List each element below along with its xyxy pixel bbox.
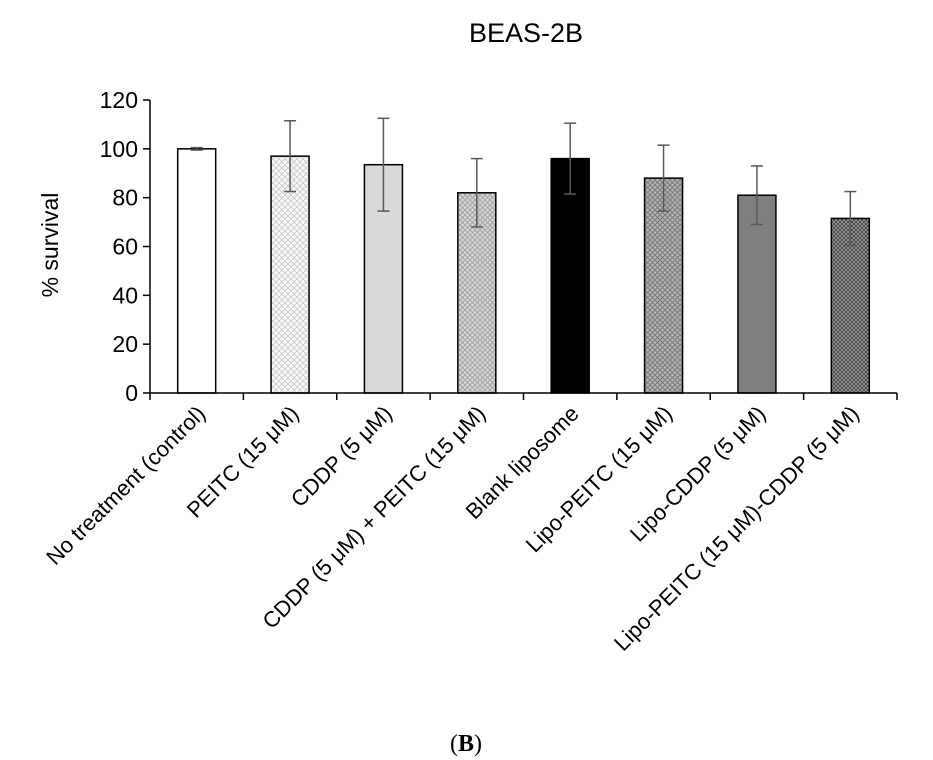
error-bar bbox=[844, 190, 857, 247]
chart-title: BEAS-2B bbox=[469, 18, 583, 48]
y-tick-label: 60 bbox=[112, 234, 138, 260]
category-labels-layer: No treatment (control)PEITC (15 μM)CDDP … bbox=[41, 401, 864, 656]
y-tick-label: 0 bbox=[125, 380, 138, 406]
error-bar bbox=[470, 157, 483, 228]
y-tick-label: 20 bbox=[112, 331, 138, 357]
y-tick-label: 80 bbox=[112, 185, 138, 211]
error-bar bbox=[657, 144, 670, 212]
panel-open-paren: ( bbox=[450, 731, 458, 757]
bar bbox=[737, 194, 777, 394]
panel-close-paren: ) bbox=[474, 731, 482, 757]
bar bbox=[270, 155, 310, 394]
error-bar bbox=[564, 122, 577, 195]
bars-layer bbox=[176, 148, 871, 394]
bar bbox=[550, 157, 590, 394]
error-bars-layer bbox=[190, 117, 857, 247]
panel-letter: B bbox=[458, 731, 474, 757]
category-label: No treatment (control) bbox=[41, 401, 210, 570]
panel-label: (B) bbox=[450, 731, 482, 757]
error-bar bbox=[750, 165, 763, 226]
y-tick-label: 40 bbox=[112, 282, 138, 308]
y-ticks-layer: 0 20 40 60 80 100 120 bbox=[100, 87, 150, 406]
error-bar bbox=[377, 117, 390, 212]
bar bbox=[176, 148, 217, 394]
error-bar bbox=[284, 120, 297, 193]
y-tick-label: 100 bbox=[100, 136, 138, 162]
y-axis-label: % survival bbox=[37, 193, 63, 298]
error-bar bbox=[190, 146, 203, 151]
x-ticks-layer bbox=[149, 393, 898, 400]
y-tick-label: 120 bbox=[100, 87, 138, 113]
